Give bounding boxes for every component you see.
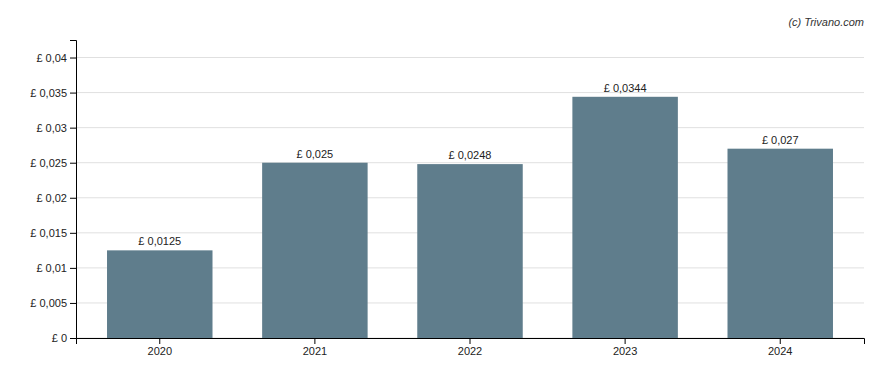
tick-label: £ 0,02 xyxy=(36,192,67,204)
tick: £ 0,01 xyxy=(36,262,76,274)
data-labels: £ 0,0125 £ 0,025 £ 0,0248 £ 0,0344 £ 0,027 xyxy=(138,82,798,248)
tick-mark xyxy=(625,338,626,344)
tick-mark xyxy=(780,338,781,344)
data-label: £ 0,0125 xyxy=(138,235,181,247)
tick-mark xyxy=(70,338,76,339)
tick: £ 0,04 xyxy=(36,52,76,64)
tick-label: £ 0,015 xyxy=(30,227,67,239)
tick-mark xyxy=(159,338,160,344)
data-label: £ 0,0344 xyxy=(604,82,647,94)
tick-label: £ 0,005 xyxy=(30,297,67,309)
tick-label: £ 0 xyxy=(52,332,67,344)
y-axis: £ 0 £ 0,005 £ 0,01 £ 0,015 £ 0,02 £ 0,025 £ 0,… xyxy=(30,41,76,345)
axis-line xyxy=(70,41,77,339)
bar xyxy=(262,163,367,338)
tick-mark xyxy=(470,338,471,344)
annotation: (c) Trivano.com xyxy=(788,16,864,28)
chart-container: £ 0£ 0,005£ 0,01£ 0,015£ 0,02£ 0,025£ 0,… xyxy=(0,0,888,370)
axis-line xyxy=(77,339,865,345)
tick-mark xyxy=(70,163,76,164)
tick-label: 2023 xyxy=(613,345,637,357)
grid-line xyxy=(76,57,864,58)
grid xyxy=(76,58,864,338)
plot: £ 0£ 0,005£ 0,01£ 0,015£ 0,02£ 0,025£ 0,… xyxy=(30,41,864,357)
tick: 2024 xyxy=(768,338,792,357)
tick: £ 0,005 xyxy=(30,297,76,309)
tick-label: £ 0,035 xyxy=(30,87,67,99)
tick: 2022 xyxy=(458,338,482,357)
tick: £ 0,02 xyxy=(36,192,76,204)
grid-line xyxy=(76,92,864,93)
tick-label: 2024 xyxy=(768,345,792,357)
data-label: £ 0,0248 xyxy=(449,149,492,161)
bar xyxy=(727,149,832,338)
tick: £ 0,03 xyxy=(36,122,76,134)
tick-mark xyxy=(70,58,76,59)
tick-label: 2020 xyxy=(148,345,172,357)
tick-mark xyxy=(70,268,76,269)
tick-mark xyxy=(70,303,76,304)
tick-mark xyxy=(70,93,76,94)
tick: £ 0,025 xyxy=(30,157,76,169)
tick-mark xyxy=(70,233,76,234)
tick: £ 0,035 xyxy=(30,87,76,99)
grid-line xyxy=(76,127,864,128)
tick-label: £ 0,025 xyxy=(30,157,67,169)
bar xyxy=(107,250,212,338)
bar xyxy=(417,164,522,338)
tick: £ 0,015 xyxy=(30,227,76,239)
tick-label: £ 0,03 xyxy=(36,122,67,134)
tick-mark xyxy=(314,338,315,344)
chart-svg: £ 0£ 0,005£ 0,01£ 0,015£ 0,02£ 0,025£ 0,… xyxy=(0,0,888,370)
tick-label: £ 0,04 xyxy=(36,52,67,64)
data-label: £ 0,027 xyxy=(762,134,799,146)
tick-mark xyxy=(70,128,76,129)
tick-label: 2022 xyxy=(458,345,482,357)
x-axis: 2020 2021 2022 2023 2024 xyxy=(77,338,865,357)
data-label: £ 0,025 xyxy=(297,148,334,160)
bar xyxy=(572,97,677,338)
tick-label: 2021 xyxy=(303,345,327,357)
tick: 2020 xyxy=(148,338,172,357)
tick-mark xyxy=(70,198,76,199)
tick: 2023 xyxy=(613,338,637,357)
bars xyxy=(107,97,833,338)
tick: £ 0 xyxy=(52,332,76,344)
tick-label: £ 0,01 xyxy=(36,262,67,274)
tick: 2021 xyxy=(303,338,327,357)
